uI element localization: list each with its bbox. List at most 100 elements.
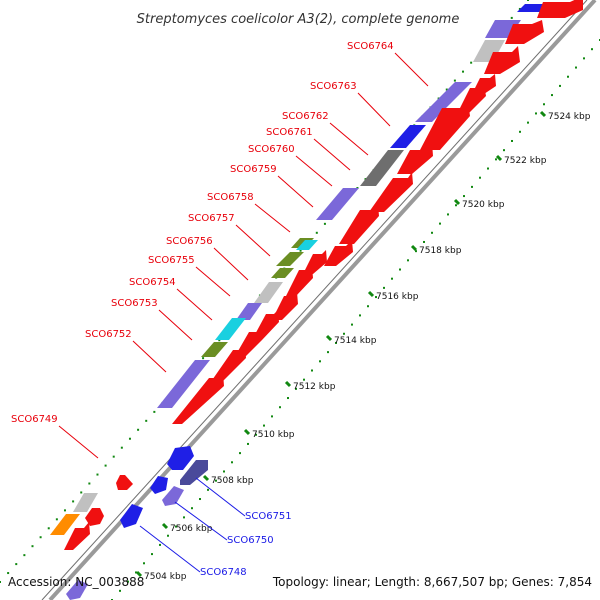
ruler-dot (559, 84, 561, 87)
feature-block[interactable] (316, 188, 359, 220)
gene-arrow[interactable] (369, 172, 413, 212)
gene-label-sco6759[interactable]: SCO6759 (230, 164, 277, 175)
gene-label-sco6761[interactable]: SCO6761 (266, 127, 313, 138)
feature-block[interactable] (296, 240, 318, 250)
gene-arrow[interactable] (286, 266, 313, 296)
label-leader-line (158, 309, 193, 341)
scale-tick (495, 154, 503, 162)
feature-block[interactable] (157, 360, 210, 408)
gene-label-sco6748[interactable]: SCO6748 (200, 567, 247, 578)
gene-arrow[interactable] (208, 346, 246, 386)
ruler-dot (215, 479, 217, 482)
ruler-dot (255, 433, 257, 436)
feature-block[interactable] (473, 40, 505, 62)
gene-label-sco6758[interactable]: SCO6758 (207, 192, 254, 203)
gene-label-sco6750[interactable]: SCO6750 (227, 535, 274, 546)
scale-tick-label: 7512 kbp (293, 382, 336, 392)
feature-block[interactable] (276, 252, 304, 266)
ruler-dot (471, 185, 473, 188)
ruler-dot (351, 323, 353, 326)
scale-tick-label: 7520 kbp (462, 200, 505, 210)
gene-arrow[interactable] (116, 475, 133, 490)
gene-arrow[interactable] (167, 446, 194, 470)
feature-block[interactable] (390, 125, 426, 148)
label-leader-line (195, 477, 246, 517)
gene-arrow[interactable] (324, 240, 353, 266)
ruler-dot (263, 424, 265, 427)
ruler-dot (0, 581, 1, 583)
label-leader-line (132, 340, 167, 373)
scale-tick-label: 7514 kbp (334, 336, 377, 346)
ruler-dot (527, 121, 529, 124)
ruler-dot (135, 571, 137, 574)
scale-tick (367, 290, 375, 298)
gene-label-sco6754[interactable]: SCO6754 (129, 277, 176, 288)
feature-track (50, 4, 548, 535)
gene-label-sco6762[interactable]: SCO6762 (282, 111, 329, 122)
gene-arrow[interactable] (505, 20, 544, 44)
genome-axis-edge (41, 0, 588, 600)
gene-label-sco6755[interactable]: SCO6755 (148, 255, 195, 266)
ruler-dot (151, 553, 153, 556)
ruler-dot (295, 387, 297, 390)
genome-axis (48, 0, 597, 600)
ruler-dot (145, 419, 148, 422)
ruler-dot (487, 167, 489, 170)
gene-arrow[interactable] (537, 0, 583, 18)
gene-arrow[interactable] (180, 460, 208, 485)
feature-block[interactable] (73, 493, 98, 512)
ruler-dot (279, 406, 281, 409)
gene-label-sco6751[interactable]: SCO6751 (245, 511, 292, 522)
gene-arrow[interactable] (420, 102, 470, 150)
ruler-dot (327, 351, 329, 354)
label-leader-line (329, 122, 369, 156)
gene-label-sco6763[interactable]: SCO6763 (310, 81, 357, 92)
gene-arrow[interactable] (397, 142, 433, 174)
gene-label-sco6764[interactable]: SCO6764 (347, 41, 394, 52)
gene-arrow[interactable] (303, 250, 327, 274)
ruler-dot (80, 491, 83, 494)
feature-block[interactable] (360, 150, 404, 186)
forward-gene-track (64, 0, 583, 550)
gene-arrow[interactable] (120, 504, 143, 528)
gene-arrow[interactable] (172, 372, 224, 424)
ruler-dot (104, 464, 107, 467)
gene-label-sco6752[interactable]: SCO6752 (85, 329, 132, 340)
gene-label-sco6757[interactable]: SCO6757 (188, 213, 235, 224)
ruler-dot (583, 57, 585, 60)
scale-tick (202, 474, 210, 482)
feature-block[interactable] (236, 303, 262, 320)
label-leader-line (139, 525, 201, 573)
ruler-dot (323, 222, 326, 225)
gene-arrow[interactable] (85, 508, 104, 526)
gene-arrow[interactable] (272, 292, 298, 320)
gene-arrow[interactable] (150, 476, 168, 494)
gene-arrow[interactable] (162, 486, 184, 506)
gene-arrow[interactable] (66, 580, 88, 600)
reverse-gene-track (66, 446, 208, 600)
scale-tick-label: 7510 kbp (252, 430, 295, 440)
label-leader-line (213, 247, 249, 281)
feature-block[interactable] (254, 282, 283, 303)
ruler-dot (495, 158, 497, 161)
ruler-dot (359, 314, 361, 317)
gene-arrow[interactable] (339, 204, 379, 244)
gene-label-sco6753[interactable]: SCO6753 (111, 298, 158, 309)
feature-block[interactable] (271, 268, 294, 278)
feature-block[interactable] (50, 514, 80, 535)
ruler-dot (319, 360, 321, 363)
scale-tick (284, 380, 292, 388)
gene-arrow[interactable] (64, 522, 90, 550)
gene-label-sco6749[interactable]: SCO6749 (11, 414, 58, 425)
genome-summary-text: Topology: linear; Length: 8,667,507 bp; … (272, 575, 592, 589)
gene-arrow[interactable] (484, 46, 520, 74)
ruler-dot (271, 415, 273, 418)
ruler-dot (23, 554, 26, 557)
gene-label-sco6756[interactable]: SCO6756 (166, 236, 213, 247)
scale-tick (135, 570, 143, 578)
feature-block[interactable] (415, 82, 472, 122)
feature-block[interactable] (215, 318, 246, 340)
ruler-dot (511, 139, 513, 142)
feature-block[interactable] (201, 342, 228, 357)
gene-label-sco6760[interactable]: SCO6760 (248, 144, 295, 155)
